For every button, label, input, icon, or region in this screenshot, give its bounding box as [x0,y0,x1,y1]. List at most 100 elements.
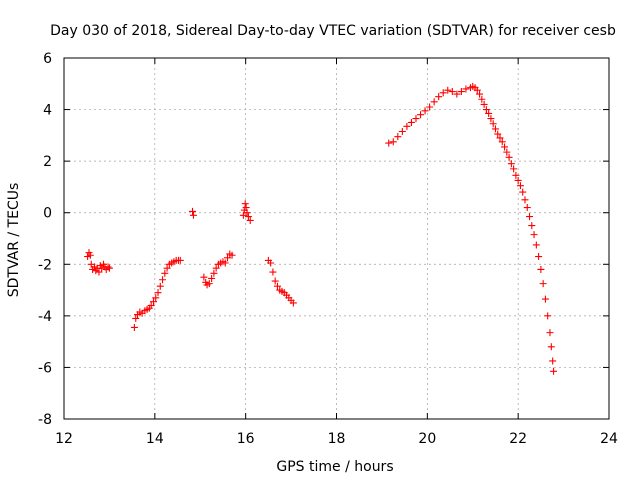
data-point [494,130,502,138]
data-point [403,122,411,130]
y-tick-label: 4 [43,103,52,119]
data-point [244,213,252,221]
data-point [547,343,555,351]
data-point [514,176,522,184]
data-point [412,115,420,123]
data-point [487,115,495,123]
data-point [512,171,520,179]
data-point [473,86,481,94]
data-point [537,265,545,273]
data-point [228,251,236,259]
data-point [267,259,275,267]
data-point [510,165,518,173]
data-point [246,216,254,224]
data-point [498,138,506,146]
data-point [86,251,94,259]
data-point [243,209,251,217]
data-point [523,204,531,212]
grid-lines [64,58,609,419]
data-point [205,280,213,288]
data-point [242,204,250,212]
data-point [417,111,425,119]
data-point [269,268,277,276]
data-point [532,241,540,249]
data-point [489,120,497,128]
data-point [156,282,164,290]
data-point [528,222,536,230]
data-point [507,160,515,168]
data-point [289,299,297,307]
data-point [476,90,484,98]
data-point [480,100,488,108]
data-point [105,264,113,272]
data-point [273,282,281,290]
data-point [550,367,558,375]
data-point [439,89,447,97]
plot-frame [63,57,610,420]
data-point [444,86,452,94]
data-point [546,329,554,337]
y-tick-label: -6 [38,360,52,376]
data-point [530,231,538,239]
y-tick-label: -4 [38,309,52,325]
data-point [149,298,157,306]
y-tick-label: -2 [38,257,52,273]
data-point [154,289,162,297]
data-point [239,211,247,219]
data-point [98,264,106,272]
data-point [200,273,208,281]
data-point [516,182,524,190]
data-point [189,207,197,215]
data-point [398,127,406,135]
data-point [462,85,470,93]
data-point [212,264,220,272]
data-point [385,139,393,147]
data-point [163,264,171,272]
data-point [426,103,434,111]
data-point [132,314,140,322]
data-point [485,109,493,117]
data-point [224,254,231,262]
data-point [519,188,527,196]
data-points [84,82,558,375]
data-point [147,302,155,310]
data-point [448,88,456,96]
data-point [407,118,415,126]
data-point [221,259,229,267]
data-point [176,256,184,264]
x-tick-label: 18 [328,431,346,447]
data-point [549,357,557,365]
data-point [430,98,438,106]
chart-title: Day 030 of 2018, Sidereal Day-to-day VTE… [50,23,616,39]
data-point [453,90,461,98]
data-point [501,143,509,151]
data-point [189,211,197,219]
data-point [541,295,549,303]
data-point [478,95,486,103]
y-tick-label: 6 [43,51,52,67]
data-point [526,213,534,221]
data-point [503,148,511,156]
data-point [394,133,402,141]
x-tick-label: 24 [600,431,618,447]
data-point [421,107,429,115]
data-point [435,93,443,101]
data-point [152,294,160,302]
x-tick-label: 20 [418,431,436,447]
data-point [159,276,167,284]
data-point [210,269,218,277]
x-tick-label: 16 [237,431,255,447]
data-point [505,153,513,161]
data-point [482,106,490,114]
data-point [496,134,504,142]
data-point [521,196,529,204]
y-axis-label: SDTVAR / TECUs [6,183,22,298]
data-point [544,312,552,320]
data-point [95,268,103,276]
y-tick-label: 0 [43,206,52,222]
data-point [104,263,112,271]
data-point [457,88,465,96]
x-tick-label: 12 [55,431,73,447]
